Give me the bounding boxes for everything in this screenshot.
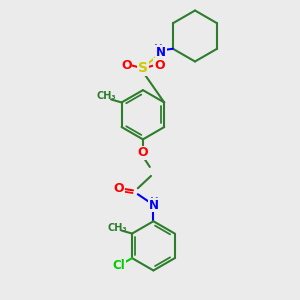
- Text: Cl: Cl: [112, 259, 125, 272]
- Text: N: N: [148, 199, 158, 212]
- Text: S: S: [138, 61, 148, 75]
- Text: N: N: [156, 46, 166, 59]
- Text: CH₃: CH₃: [97, 92, 116, 101]
- Text: O: O: [138, 146, 148, 159]
- Text: H: H: [150, 197, 159, 207]
- Text: O: O: [154, 59, 165, 72]
- Text: H: H: [154, 44, 163, 54]
- Text: O: O: [121, 59, 132, 72]
- Text: O: O: [114, 182, 124, 195]
- Text: CH₃: CH₃: [107, 223, 127, 232]
